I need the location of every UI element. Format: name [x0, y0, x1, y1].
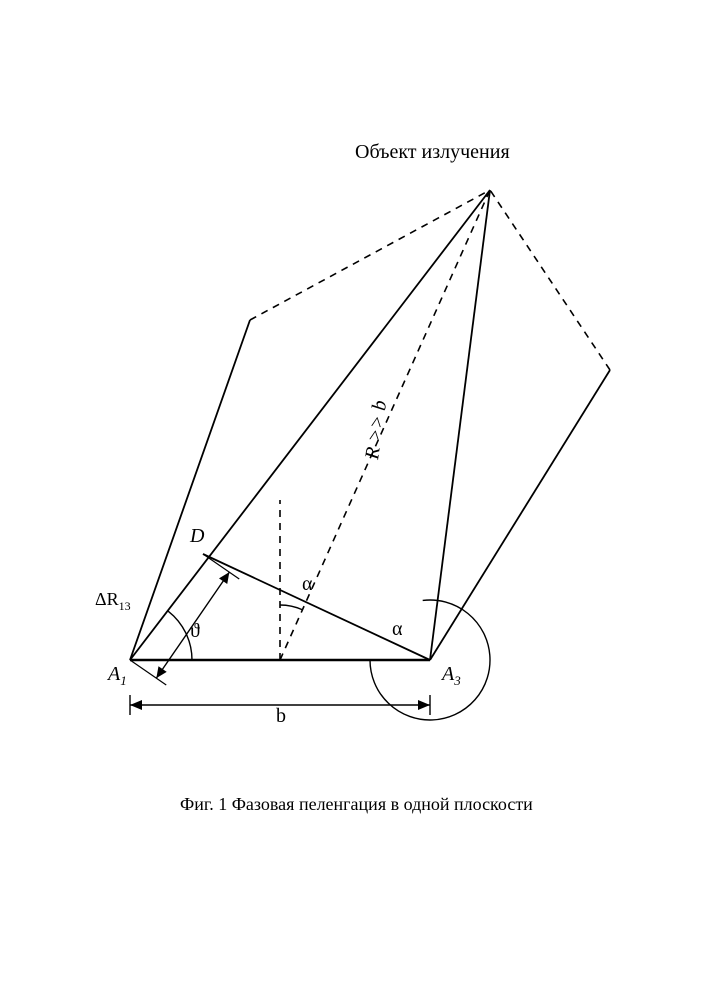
diagram-canvas: ααϑОбъект излученияA1A3DbR >> bΔR13Фиг. … [0, 0, 707, 1000]
angle-label-0: α [302, 573, 313, 595]
label-D: D [189, 525, 205, 547]
label-caption: Фиг. 1 Фазовая пеленгация в одной плоско… [180, 794, 533, 814]
label-title-top: Объект излучения [355, 141, 510, 163]
angle-label-2: ϑ [190, 620, 200, 642]
label-b: b [276, 705, 286, 727]
background [0, 0, 707, 1000]
angle-label-1: α [392, 618, 403, 640]
